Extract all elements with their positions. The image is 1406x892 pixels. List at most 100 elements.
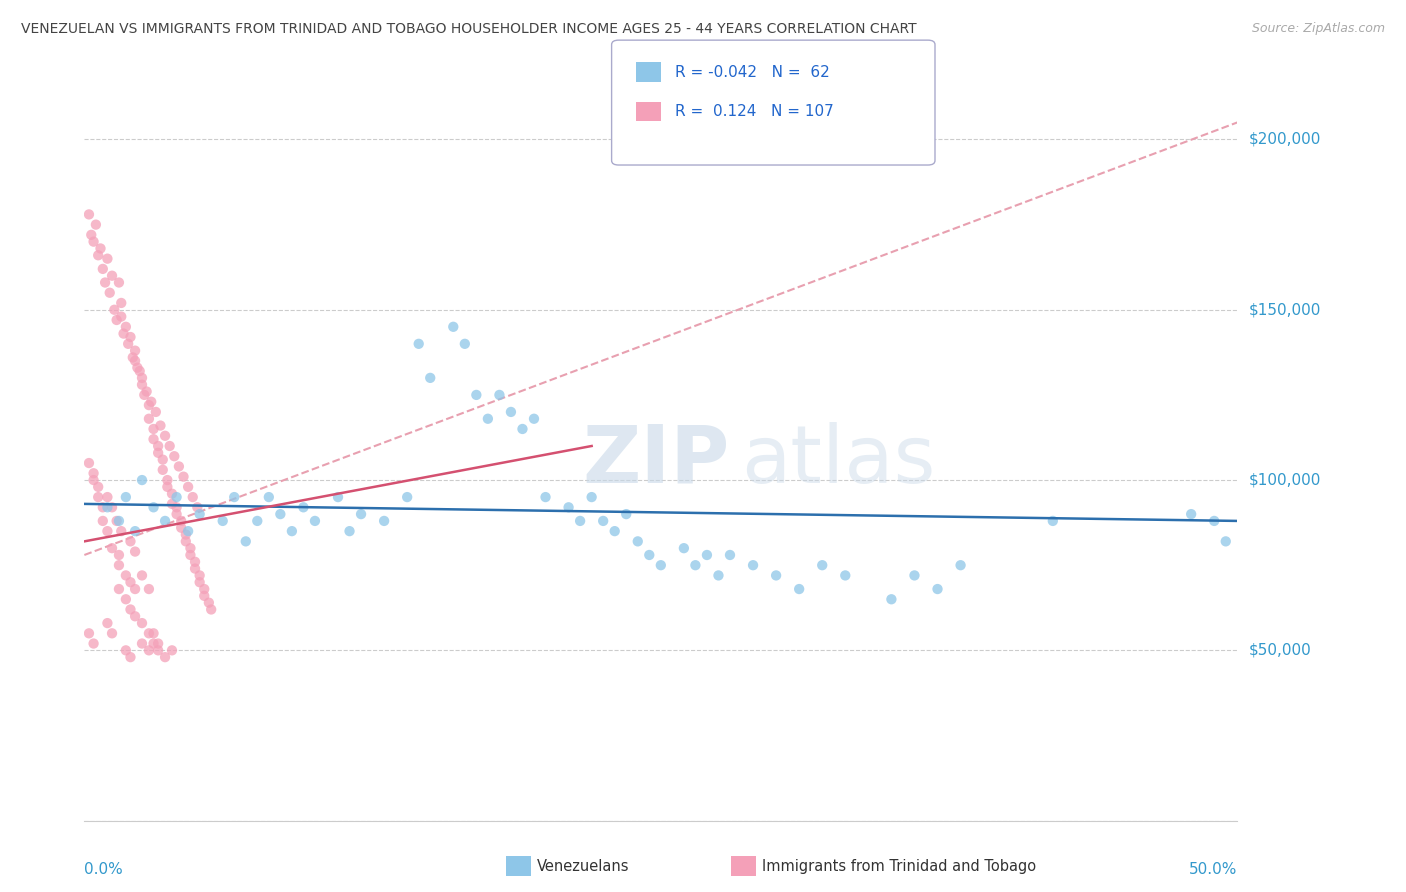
Point [592, 514, 614, 528]
Point [101, 626, 124, 640]
Point [128, 364, 150, 378]
Point [177, 524, 200, 538]
Point [149, 418, 172, 433]
Text: VENEZUELAN VS IMMIGRANTS FROM TRINIDAD AND TOBAGO HOUSEHOLDER INCOME AGES 25 - 4: VENEZUELAN VS IMMIGRANTS FROM TRINIDAD A… [21, 22, 917, 37]
Point [170, 514, 193, 528]
Point [138, 626, 160, 640]
Point [141, 394, 163, 409]
Point [927, 582, 949, 596]
Point [105, 313, 128, 327]
Point [160, 643, 183, 657]
Point [115, 568, 138, 582]
Point [87, 480, 110, 494]
Text: atlas: atlas [741, 422, 936, 500]
Point [184, 555, 207, 569]
Point [134, 388, 156, 402]
Point [160, 497, 183, 511]
Text: Source: ZipAtlas.com: Source: ZipAtlas.com [1251, 22, 1385, 36]
Point [614, 507, 637, 521]
Point [120, 575, 142, 590]
Point [685, 558, 707, 573]
Point [131, 568, 153, 582]
Point [174, 527, 197, 541]
Point [454, 336, 477, 351]
Point [627, 534, 650, 549]
Point [718, 548, 741, 562]
Point [142, 626, 165, 640]
Point [153, 650, 176, 665]
Point [350, 507, 373, 521]
Point [235, 534, 257, 549]
Point [77, 207, 100, 221]
Point [1204, 514, 1226, 528]
Point [142, 432, 165, 446]
Point [120, 602, 142, 616]
Point [91, 500, 114, 515]
Point [166, 490, 188, 504]
Point [1042, 514, 1064, 528]
Point [87, 248, 110, 262]
Point [110, 310, 132, 324]
Point [80, 227, 103, 242]
Point [96, 252, 118, 266]
Point [257, 490, 280, 504]
Text: 50.0%: 50.0% [1189, 862, 1237, 877]
Point [96, 616, 118, 631]
Point [304, 514, 326, 528]
Point [373, 514, 395, 528]
Point [811, 558, 834, 573]
Point [124, 354, 146, 368]
Text: ZIP: ZIP [582, 422, 730, 500]
Point [153, 514, 176, 528]
Point [181, 490, 204, 504]
Point [188, 507, 211, 521]
Point [152, 463, 174, 477]
Point [153, 429, 176, 443]
Point [193, 589, 215, 603]
Text: R = -0.042   N =  62: R = -0.042 N = 62 [675, 65, 830, 79]
Point [146, 636, 169, 650]
Point [177, 480, 200, 494]
Point [83, 636, 105, 650]
Point [163, 449, 186, 463]
Point [292, 500, 315, 515]
Point [87, 490, 110, 504]
Point [120, 534, 142, 549]
Point [499, 405, 522, 419]
Point [523, 411, 546, 425]
Point [269, 507, 291, 521]
Text: Venezuelans: Venezuelans [537, 859, 630, 873]
Point [115, 643, 138, 657]
Point [131, 377, 153, 392]
Point [1180, 507, 1202, 521]
Point [115, 592, 138, 607]
Point [94, 276, 117, 290]
Point [131, 473, 153, 487]
Point [120, 330, 142, 344]
Point [156, 473, 179, 487]
Point [419, 371, 441, 385]
Point [179, 541, 201, 556]
Point [603, 524, 626, 538]
Point [166, 500, 188, 515]
Point [211, 514, 233, 528]
Point [184, 561, 207, 575]
Point [834, 568, 856, 582]
Point [117, 336, 139, 351]
Point [339, 524, 361, 538]
Point [91, 261, 114, 276]
Point [188, 575, 211, 590]
Text: Immigrants from Trinidad and Tobago: Immigrants from Trinidad and Tobago [762, 859, 1036, 873]
Point [121, 351, 143, 365]
Point [650, 558, 672, 573]
Point [115, 319, 138, 334]
Point [108, 276, 131, 290]
Point [441, 319, 464, 334]
Point [83, 235, 105, 249]
Point [138, 411, 160, 425]
Point [477, 411, 499, 425]
Point [112, 326, 135, 341]
Point [569, 514, 592, 528]
Point [173, 469, 195, 483]
Point [138, 582, 160, 596]
